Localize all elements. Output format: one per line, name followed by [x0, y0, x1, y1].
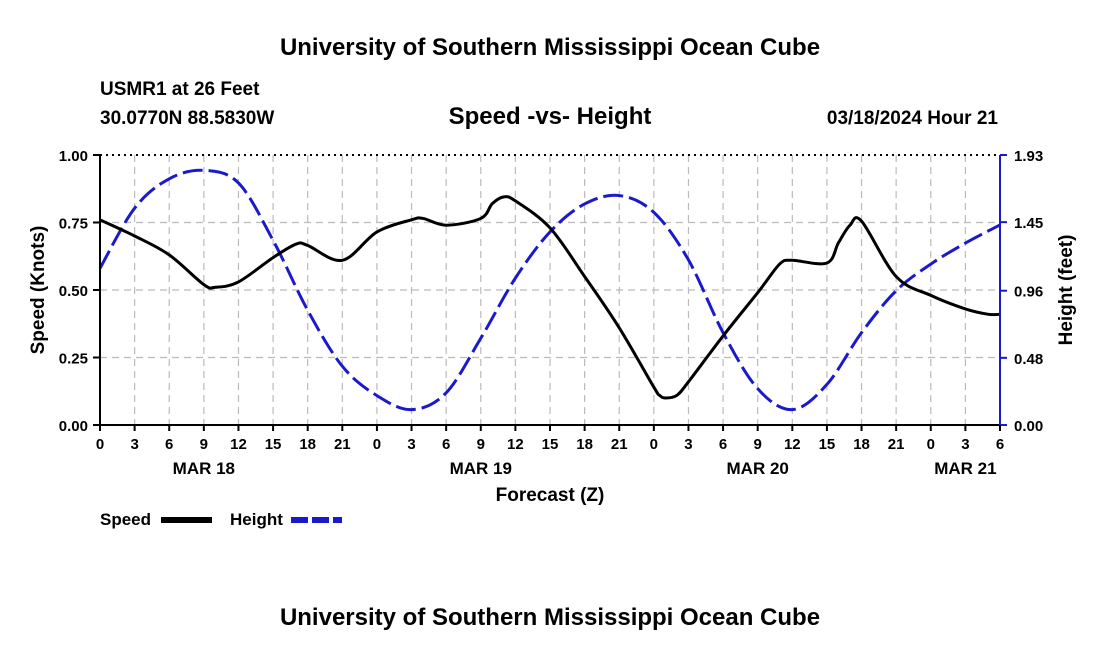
x-tick-label: 0	[373, 436, 381, 453]
x-tick-label: 0	[96, 436, 104, 453]
x-tick-label: 21	[611, 436, 628, 453]
y-tick-label: 0.00	[59, 418, 88, 435]
x-tick-label: 15	[819, 436, 836, 453]
station-label: USMR1 at 26 Feet	[100, 79, 260, 100]
chart-main-title: University of Southern Mississippi Ocean…	[280, 34, 820, 61]
location-coordinates: 30.0770N 88.5830W	[100, 108, 274, 129]
x-date-label: MAR 21	[934, 459, 996, 478]
x-tick-label: 12	[230, 436, 247, 453]
y-axis-title: Speed (Knots)	[28, 226, 49, 355]
x-tick-label: 0	[650, 436, 658, 453]
x-date-label: MAR 20	[727, 459, 789, 478]
x-tick-label: 12	[784, 436, 801, 453]
x-tick-label: 18	[853, 436, 870, 453]
series-lines	[98, 168, 1001, 412]
x-tick-label: 15	[542, 436, 559, 453]
x-date-label: MAR 18	[173, 459, 235, 478]
axes	[93, 154, 1007, 431]
y2-tick-label: 0.96	[1014, 284, 1043, 301]
grid-lines	[100, 155, 1000, 425]
y2-tick-label: 1.93	[1014, 148, 1043, 165]
legend-speed-label: Speed	[100, 510, 151, 529]
y-tick-label: 0.25	[59, 351, 88, 368]
speed-series-line	[99, 195, 1001, 400]
x-tick-label: 6	[165, 436, 173, 453]
x-tick-label: 9	[754, 436, 762, 453]
tick-labels: 0.00 0.25 0.50 0.75 1.00 0.00 0.48 0.96 1.45 1.93…	[59, 148, 1043, 478]
y2-tick-label: 0.00	[1014, 418, 1043, 435]
x-tick-label: 18	[576, 436, 593, 453]
x-tick-label: 3	[684, 436, 692, 453]
x-tick-label: 21	[334, 436, 351, 453]
y-tick-label: 0.75	[59, 216, 88, 233]
x-tick-label: 0	[927, 436, 935, 453]
x-tick-label: 12	[507, 436, 524, 453]
x-tick-label: 9	[200, 436, 208, 453]
x-tick-label: 3	[130, 436, 138, 453]
legend-height-label: Height	[230, 510, 283, 529]
y-tick-label: 0.50	[59, 283, 88, 300]
x-tick-label: 6	[719, 436, 727, 453]
y-tick-label: 1.00	[59, 148, 88, 165]
footer-title: University of Southern Mississippi Ocean…	[280, 604, 820, 631]
y2-axis-title: Height (feet)	[1056, 235, 1077, 346]
forecast-datetime: 03/18/2024 Hour 21	[827, 108, 999, 129]
x-tick-label: 3	[407, 436, 415, 453]
x-tick-label: 6	[442, 436, 450, 453]
x-axis-title: Forecast (Z)	[496, 485, 605, 506]
x-tick-label: 9	[477, 436, 485, 453]
x-tick-label: 3	[961, 436, 969, 453]
x-tick-label: 6	[996, 436, 1004, 453]
x-tick-label: 15	[265, 436, 282, 453]
chart-subtitle: Speed -vs- Height	[449, 103, 652, 130]
x-tick-label: 21	[888, 436, 905, 453]
height-series-line	[98, 168, 1001, 412]
x-date-label: MAR 19	[450, 459, 512, 478]
legend: Speed Height	[100, 510, 342, 529]
x-tick-label: 18	[299, 436, 316, 453]
y2-tick-label: 0.48	[1014, 351, 1043, 368]
y2-tick-label: 1.45	[1014, 215, 1043, 232]
